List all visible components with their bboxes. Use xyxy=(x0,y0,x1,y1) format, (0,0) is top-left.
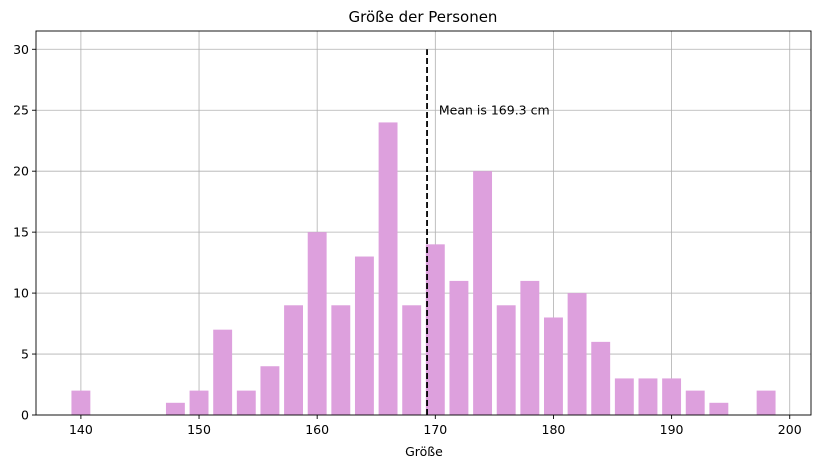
x-tick-label: 200 xyxy=(778,422,802,437)
bar xyxy=(378,122,398,415)
bar xyxy=(520,280,540,415)
bar xyxy=(260,366,280,415)
bar xyxy=(425,244,445,415)
bar xyxy=(354,256,374,415)
x-tick-label: 180 xyxy=(542,422,566,437)
bars xyxy=(71,122,776,415)
x-tick-label: 190 xyxy=(660,422,684,437)
bar xyxy=(71,390,91,415)
x-axis-ticks: 140 150 160 170 180 190 200 xyxy=(69,415,802,437)
bar xyxy=(756,390,776,415)
bar xyxy=(213,329,233,415)
bar xyxy=(307,232,327,415)
bar xyxy=(685,390,705,415)
bar xyxy=(662,378,682,415)
x-tick-label: 140 xyxy=(69,422,93,437)
bar xyxy=(284,305,303,415)
bar xyxy=(614,378,634,415)
bar xyxy=(449,280,469,415)
bar xyxy=(544,317,563,415)
y-axis-ticks: 0 5 10 15 20 25 30 xyxy=(13,42,36,423)
y-tick-label: 0 xyxy=(21,408,29,423)
y-tick-label: 25 xyxy=(13,103,29,118)
mean-annotation: Mean is 169.3 cm xyxy=(439,103,550,118)
bar xyxy=(591,341,611,415)
bar xyxy=(638,378,658,415)
y-tick-label: 30 xyxy=(13,42,29,57)
y-tick-label: 10 xyxy=(13,286,29,301)
bar xyxy=(473,171,493,415)
x-tick-label: 160 xyxy=(305,422,329,437)
y-tick-label: 20 xyxy=(13,164,29,179)
bar xyxy=(165,402,185,415)
x-tick-label: 170 xyxy=(423,422,447,437)
y-tick-label: 5 xyxy=(21,347,29,362)
bar xyxy=(236,390,256,415)
bar xyxy=(567,293,587,415)
x-tick-label: 150 xyxy=(187,422,211,437)
bar xyxy=(709,402,729,415)
grid xyxy=(36,31,811,416)
bar xyxy=(331,305,351,415)
plot-frame xyxy=(35,30,812,416)
x-axis-label: Größe xyxy=(405,444,443,459)
bar xyxy=(189,390,209,415)
bar xyxy=(402,305,422,415)
chart-title: Größe der Personen xyxy=(349,8,498,26)
y-tick-label: 15 xyxy=(13,225,29,240)
bar xyxy=(496,305,516,415)
